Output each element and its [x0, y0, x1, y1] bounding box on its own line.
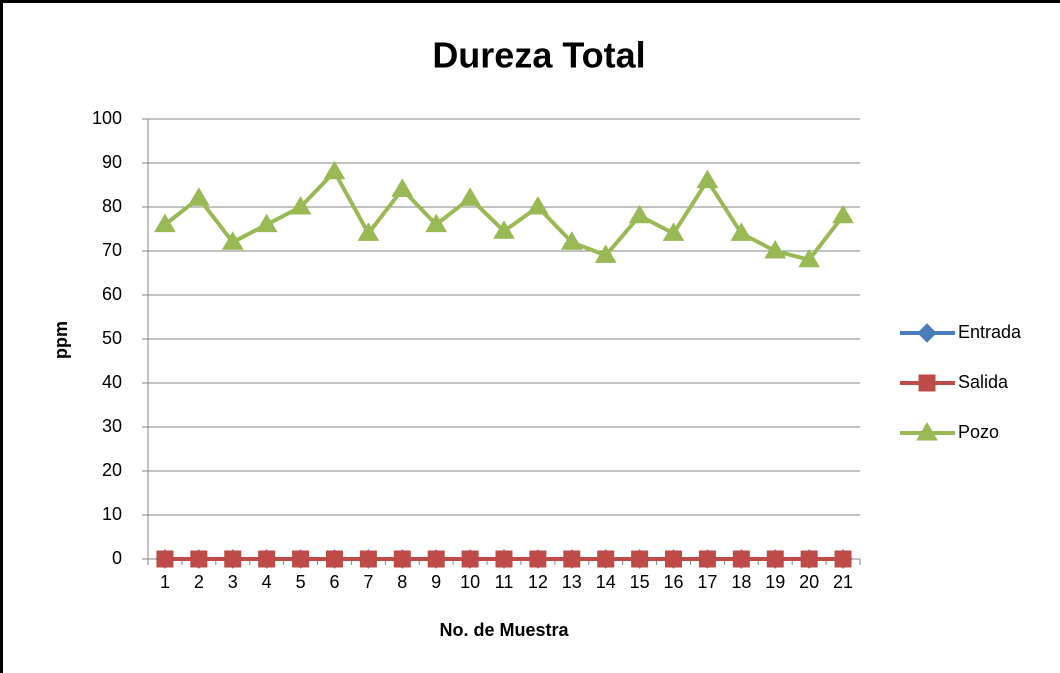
x-tick-label: 20: [799, 572, 819, 592]
x-tick-label: 7: [363, 572, 373, 592]
legend-label: Pozo: [958, 422, 999, 442]
data-point: [798, 248, 821, 268]
legend-marker: [918, 374, 936, 392]
x-tick-label: 14: [596, 572, 616, 592]
data-point: [459, 187, 481, 206]
x-tick-label: 4: [262, 572, 272, 592]
x-tick-label: 15: [630, 572, 650, 592]
legend-marker: [916, 422, 938, 441]
data-point: [425, 213, 448, 233]
x-tick-label: 5: [296, 572, 306, 592]
data-point: [628, 204, 651, 224]
data-point: [292, 550, 310, 568]
y-tick-label: 60: [102, 284, 122, 304]
data-point: [529, 550, 547, 568]
data-point: [258, 550, 276, 568]
x-tick-label: 8: [397, 572, 407, 592]
x-tick-label: 12: [528, 572, 548, 592]
y-tick-label: 20: [102, 460, 122, 480]
y-tick-label: 10: [102, 504, 122, 524]
x-tick-label: 21: [833, 572, 853, 592]
y-tick-label: 0: [112, 548, 122, 568]
y-axis-label: ppm: [51, 321, 71, 359]
data-point: [187, 187, 210, 206]
data-point: [190, 550, 208, 568]
data-point: [495, 550, 513, 568]
data-point: [832, 204, 854, 224]
data-point: [764, 240, 787, 259]
data-point: [224, 550, 242, 568]
legend-label: Entrada: [958, 322, 1022, 342]
data-point: [698, 550, 716, 568]
data-point: [594, 244, 617, 263]
data-point: [156, 550, 174, 568]
data-point: [393, 550, 411, 568]
x-tick-label: 10: [460, 572, 480, 592]
x-tick-label: 9: [431, 572, 441, 592]
data-point: [597, 550, 615, 568]
data-point: [461, 550, 479, 568]
data-point: [563, 550, 581, 568]
x-tick-label: 16: [664, 572, 684, 592]
x-tick-label: 11: [495, 572, 514, 592]
data-point: [662, 222, 685, 241]
chart-title: Dureza Total: [432, 35, 645, 76]
x-tick-label: 3: [228, 572, 238, 592]
y-tick-label: 30: [102, 416, 122, 436]
x-tick-label: 1: [160, 572, 170, 592]
y-tick-label: 80: [102, 196, 122, 216]
y-tick-label: 100: [92, 108, 122, 128]
data-point: [221, 231, 244, 250]
x-tick-label: 18: [731, 572, 751, 592]
data-point: [325, 550, 343, 568]
legend-label: Salida: [958, 372, 1009, 392]
data-point: [323, 160, 346, 180]
x-tick-label: 6: [329, 572, 339, 592]
data-point: [391, 178, 414, 197]
data-point: [766, 550, 784, 568]
data-point: [834, 550, 852, 568]
x-tick-label: 13: [562, 572, 582, 592]
y-tick-label: 50: [102, 328, 122, 348]
x-tick-label: 17: [697, 572, 717, 592]
data-point: [730, 222, 753, 241]
data-point: [665, 550, 683, 568]
data-point: [255, 213, 278, 233]
data-point: [359, 550, 377, 568]
data-point: [357, 222, 380, 241]
data-point: [696, 169, 719, 189]
y-tick-label: 40: [102, 372, 122, 392]
x-tick-label: 2: [194, 572, 204, 592]
data-point: [493, 220, 515, 239]
x-axis-label: No. de Muestra: [439, 620, 569, 640]
data-point: [527, 196, 549, 215]
y-tick-label: 90: [102, 152, 122, 172]
x-tick-label: 19: [765, 572, 785, 592]
legend-marker: [917, 323, 937, 343]
data-point: [800, 550, 818, 568]
data-point: [289, 196, 312, 215]
data-point: [427, 550, 445, 568]
data-point: [560, 231, 583, 250]
data-point: [631, 550, 649, 568]
y-tick-label: 70: [102, 240, 122, 260]
data-point: [154, 213, 176, 233]
data-point: [732, 550, 750, 568]
